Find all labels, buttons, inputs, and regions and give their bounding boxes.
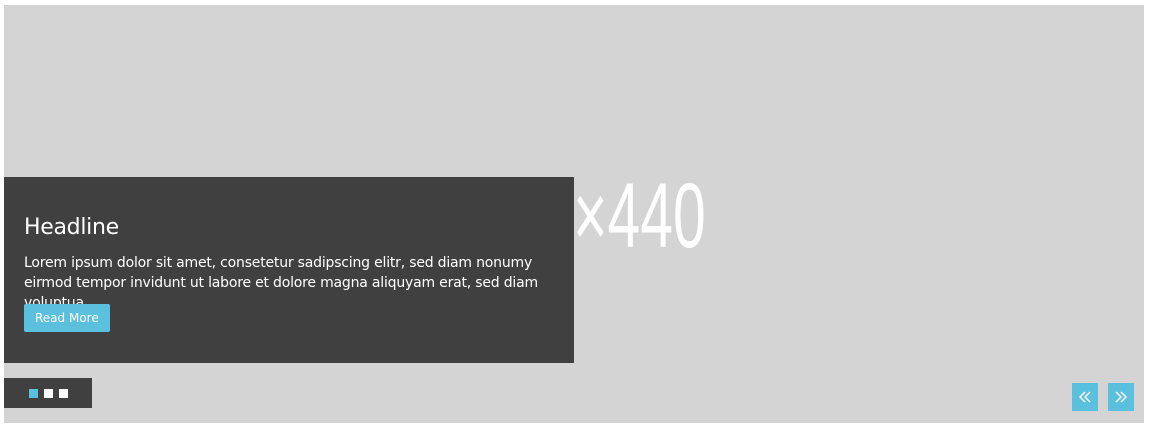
next-slide-button[interactable] <box>1108 383 1134 411</box>
pager-dot-1[interactable] <box>29 388 38 398</box>
read-more-button[interactable]: Read More <box>24 304 110 332</box>
slide-caption: Headline Lorem ipsum dolor sit amet, con… <box>4 177 574 363</box>
pager-dot-3[interactable] <box>59 388 68 398</box>
caption-body: Lorem ipsum dolor sit amet, consetetur s… <box>24 255 538 311</box>
double-chevron-left-icon <box>1079 391 1091 403</box>
double-chevron-right-icon <box>1115 391 1127 403</box>
image-slider: 1200×440 Headline Lorem ipsum dolor sit … <box>4 5 1144 423</box>
pager-dot-2[interactable] <box>44 388 53 398</box>
slide-pager <box>4 378 92 408</box>
prev-slide-button[interactable] <box>1072 383 1098 411</box>
caption-headline: Headline <box>24 215 119 240</box>
